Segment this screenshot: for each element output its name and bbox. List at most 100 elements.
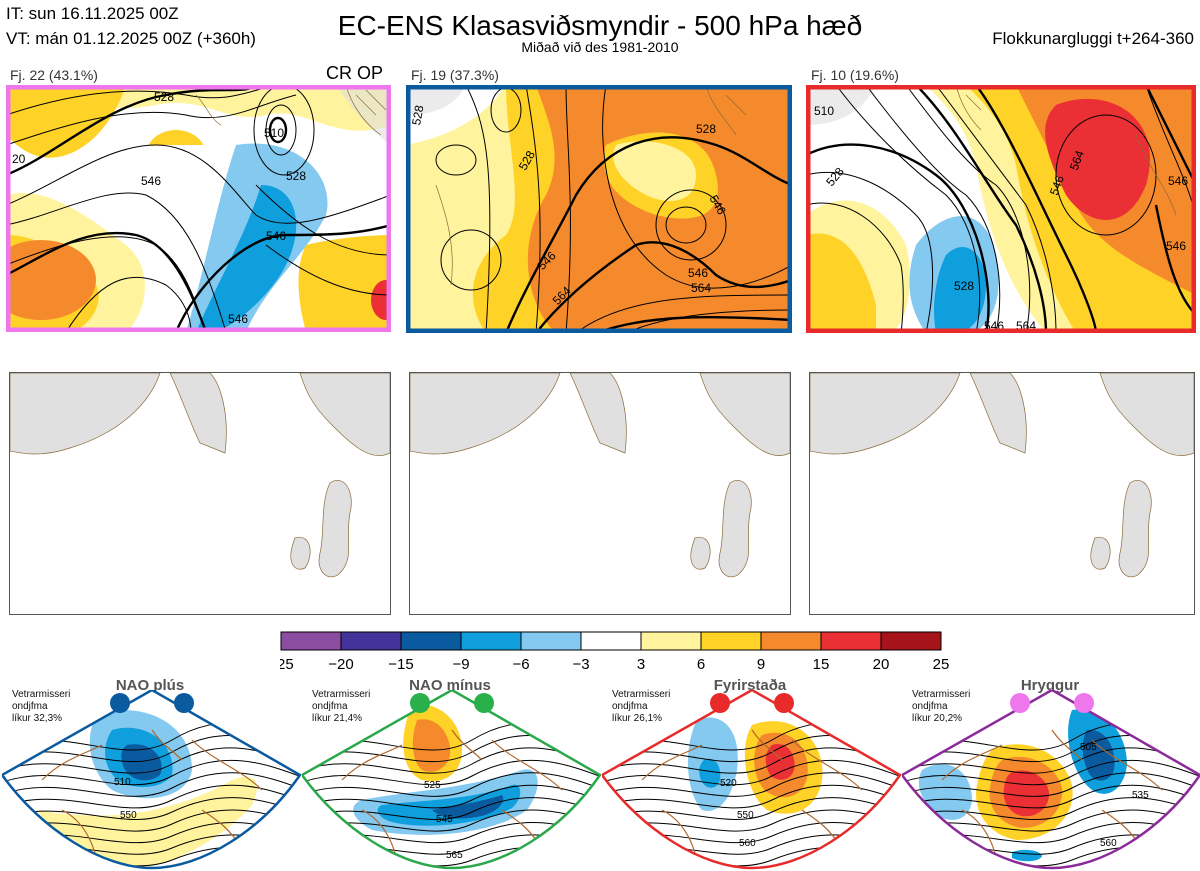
regime-marker-dot bbox=[110, 693, 130, 713]
height-contour bbox=[2, 797, 300, 823]
regime-marker-dot bbox=[1010, 693, 1030, 713]
regime-note: Vetrarmisseri ondjfma líkur 21,4% bbox=[312, 689, 371, 724]
valid-time: VT: mán 01.12.2025 00Z (+360h) bbox=[6, 29, 256, 48]
colorbar-tick-label: 20 bbox=[873, 656, 890, 673]
colorbar-tick-label: −15 bbox=[388, 656, 413, 673]
anomaly-area bbox=[37, 776, 257, 868]
height-contour bbox=[2, 759, 300, 787]
colorbar-cell bbox=[280, 631, 342, 651]
colorbar-cell bbox=[820, 631, 882, 651]
colorbar-tick-label: −25 bbox=[280, 656, 294, 673]
height-contour bbox=[602, 759, 900, 787]
contour-label: 528 bbox=[286, 169, 306, 183]
regime-frame bbox=[302, 690, 602, 870]
height-contour bbox=[902, 797, 1200, 823]
height-contour bbox=[2, 809, 300, 835]
contour-label: 546 bbox=[1047, 173, 1067, 197]
regime-marker-dot bbox=[174, 693, 194, 713]
contour-label: 528 bbox=[696, 122, 716, 136]
contour-label: 528 bbox=[154, 90, 174, 104]
regime-marker-dot bbox=[710, 693, 730, 713]
height-contour bbox=[602, 797, 900, 823]
contour-label: 545 bbox=[436, 814, 453, 825]
basemap-panel-2 bbox=[409, 372, 791, 615]
regime-frame bbox=[902, 690, 1200, 870]
colorbar-tick-label: −9 bbox=[452, 656, 469, 673]
regime-map: 520 550 560 bbox=[602, 690, 902, 870]
height-contour bbox=[902, 784, 1200, 811]
contour-label: 546 bbox=[1168, 174, 1188, 188]
cluster-3-frame bbox=[806, 85, 1196, 333]
height-contour bbox=[602, 809, 900, 835]
contour-label: 546 bbox=[141, 174, 161, 188]
regime-map: 525 545 565 bbox=[302, 690, 602, 870]
colorbar-cell bbox=[340, 631, 402, 651]
regime-note: Vetrarmisseri ondjfma líkur 20,2% bbox=[912, 689, 971, 724]
height-contour bbox=[902, 809, 1200, 835]
classification-window: Flokkunargluggi t+264-360 bbox=[992, 29, 1194, 48]
regime-note: Vetrarmisseri ondjfma líkur 26,1% bbox=[612, 689, 671, 724]
regime-note: Vetrarmisseri ondjfma líkur 32,3% bbox=[12, 689, 71, 724]
coastline bbox=[41, 729, 263, 861]
regime-title: Fyrirstaða bbox=[713, 677, 787, 694]
contour-label: 528 bbox=[954, 279, 974, 293]
anomaly-area bbox=[432, 795, 504, 819]
contour-label: 535 bbox=[1132, 790, 1149, 801]
contour-label: 546 bbox=[228, 312, 248, 326]
cluster-1-tag: CR OP bbox=[326, 63, 384, 83]
colorbar-cell bbox=[580, 631, 642, 651]
regime-title: Hryggur bbox=[1020, 677, 1080, 694]
regime-marker-dot bbox=[474, 693, 494, 713]
anomaly-area bbox=[765, 744, 795, 780]
colorbar-tick-label: 15 bbox=[813, 656, 830, 673]
colorbar-tick-label: 6 bbox=[697, 656, 705, 673]
regime-map: 505 535 560 bbox=[902, 690, 1200, 870]
height-contour bbox=[302, 772, 600, 799]
colorbar-cell bbox=[880, 631, 942, 651]
regime-map: 510 550 bbox=[2, 690, 302, 870]
contour-label: 528 bbox=[409, 104, 426, 126]
anomaly-area bbox=[1003, 770, 1050, 817]
colorbar-cell bbox=[640, 631, 702, 651]
contour-label: 550 bbox=[737, 810, 754, 821]
colorbar-tick-label: −3 bbox=[572, 656, 589, 673]
coastline bbox=[941, 729, 1163, 861]
basemap-panel-1 bbox=[9, 372, 391, 615]
cluster-3-label: Fj. 10 (19.6%) bbox=[811, 67, 899, 83]
cluster-1-label: Fj. 22 (43.1%) bbox=[10, 67, 98, 83]
contour-label: 546 bbox=[688, 266, 708, 280]
height-contour bbox=[302, 797, 600, 823]
contour-label: 510 bbox=[814, 104, 834, 118]
colorbar-tick-label: −20 bbox=[328, 656, 353, 673]
regime-frame bbox=[602, 690, 902, 870]
basemap-panel-3 bbox=[809, 372, 1195, 615]
colorbar-cell bbox=[760, 631, 822, 651]
colorbar-tick-label: −6 bbox=[512, 656, 529, 673]
contour-label: 20 bbox=[12, 152, 26, 166]
height-contour bbox=[902, 772, 1200, 799]
contour-label: 510 bbox=[264, 126, 284, 140]
colorbar-cell bbox=[700, 631, 762, 651]
contour-label: 510 bbox=[114, 777, 131, 788]
regime-frame bbox=[2, 690, 302, 870]
contour-label: 546 bbox=[1166, 239, 1186, 253]
contour-label: 564 bbox=[1067, 148, 1087, 172]
anomaly-area bbox=[1012, 849, 1042, 862]
anomaly-colorbar: −25 −20 −15 −9 −6 −3 3 6 9 15 20 25 bbox=[280, 631, 949, 673]
height-contour bbox=[302, 809, 600, 835]
colorbar-cell bbox=[520, 631, 582, 651]
height-contour bbox=[2, 772, 300, 799]
contour-label: 560 bbox=[1100, 838, 1117, 849]
regime-marker-dot bbox=[1074, 693, 1094, 713]
colorbar-cell bbox=[400, 631, 462, 651]
contour-label: 564 bbox=[691, 281, 711, 295]
contour-label: 565 bbox=[446, 850, 463, 861]
height-contour bbox=[2, 784, 300, 811]
coastline bbox=[641, 729, 863, 861]
colorbar-cell bbox=[460, 631, 522, 651]
contour-label: 520 bbox=[720, 778, 737, 789]
height-contour bbox=[302, 784, 600, 811]
contour-label: 550 bbox=[120, 810, 137, 821]
page-subtitle: Miðað við des 1981-2010 bbox=[521, 39, 679, 55]
cluster-1-map: 528 510 546 546 546 528 20 bbox=[6, 85, 391, 332]
